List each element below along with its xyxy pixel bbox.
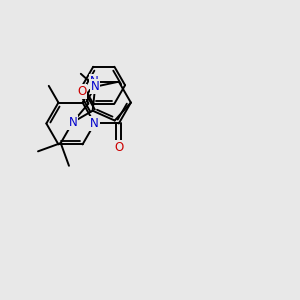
Text: N: N xyxy=(91,80,100,93)
Text: O: O xyxy=(77,85,86,98)
Text: N: N xyxy=(68,116,77,129)
Text: N: N xyxy=(90,117,99,130)
Text: O: O xyxy=(114,141,123,154)
Text: N: N xyxy=(90,75,99,88)
